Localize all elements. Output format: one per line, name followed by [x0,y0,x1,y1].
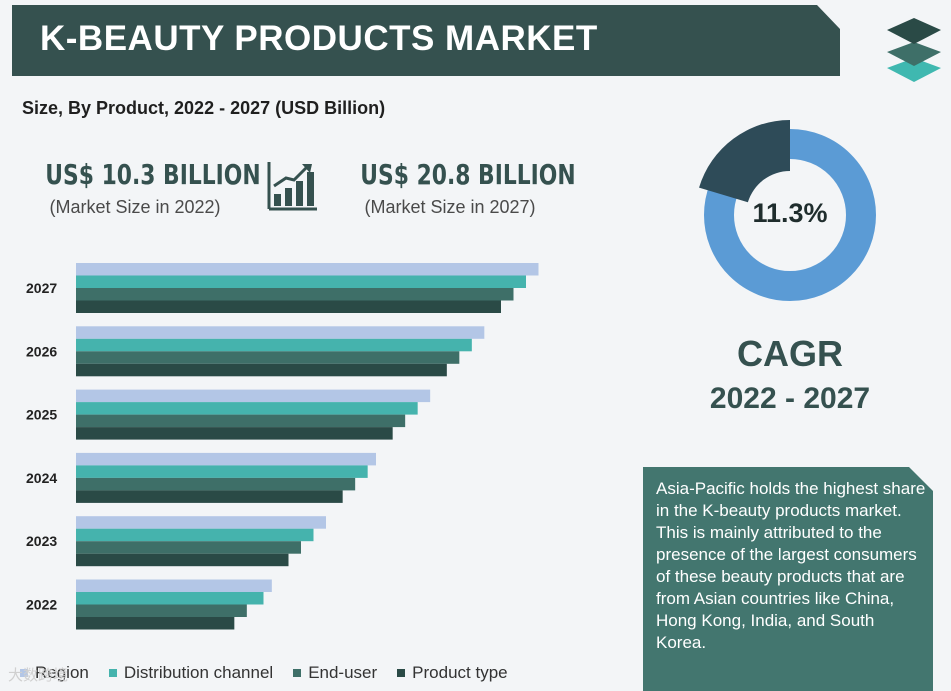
y-tick-label-2026: 2026 [26,343,57,359]
bar-2026-region [76,326,485,339]
insight-text: Asia-Pacific holds the highest share in … [656,479,926,652]
bar-2027-distribution-channel [76,275,526,288]
cagr-period: 2022 - 2027 [709,382,871,415]
bar-chart-growth-icon [267,162,317,211]
bar-2023-product-type [76,553,289,567]
bar-2022-region [76,579,272,592]
watermark: 大数跨境 [8,666,69,684]
legend-item-product-type: Product type [397,663,508,683]
market-size-2027: US$ 20.8 BILLION (Market Size in 2027) [335,158,576,218]
cagr-value: 11.3% [752,198,828,228]
title-banner: K-BEAUTY PRODUCTS MARKET [12,5,840,73]
y-tick-label-2022: 2022 [26,597,57,613]
bar-2027-end-user [76,288,514,301]
bar-2025-product-type [76,427,393,440]
legend-swatch-region [20,669,28,677]
legend-label-region: Region [35,663,89,682]
page-title: K-BEAUTY PRODUCTS MARKET [40,19,598,58]
legend-item-distribution-channel: Distribution channel [108,663,274,683]
banner-underline [12,73,840,76]
legend-label-product-type: Product type [412,663,508,682]
legend-swatch-product-type [397,669,406,677]
bar-2025-end-user [76,414,406,428]
bar-2022-distribution-channel [76,592,264,605]
y-tick-label-2023: 2023 [26,533,57,549]
market-size-2022-value: US$ 10.3 BILLION [45,158,261,191]
y-tick-label-2025: 2025 [26,407,57,423]
market-size-2022: US$ 10.3 BILLION (Market Size in 2022) [20,158,261,218]
legend-swatch-distribution-channel [108,669,117,677]
bar-2027-product-type [76,300,501,313]
bar-2027-region [76,263,539,276]
bar-2024-distribution-channel [76,465,368,478]
bar-chart: 2027 2026 2025 2024 2023 2022 [26,263,539,630]
market-size-2027-value: US$ 20.8 BILLION [360,158,576,191]
y-tick-label-2024: 2024 [26,470,57,486]
chart-legend: Region Distribution channel End-user Pro… [20,663,508,683]
legend-label-end-user: End-user [308,663,378,682]
cagr-donut-slice [699,120,790,203]
market-size-2022-label: (Market Size in 2022) [49,197,221,217]
cagr-label: CAGR [737,333,843,374]
bar-2024-region [76,452,376,466]
legend-label-distribution-channel: Distribution channel [123,663,274,682]
bar-2023-end-user [76,541,301,554]
chart-subtitle: Size, By Product, 2022 - 2027 (USD Billi… [22,98,386,118]
cagr-donut [699,120,876,301]
legend-item-end-user: End-user [293,663,377,683]
bar-2023-region [76,516,326,529]
insight-box [643,467,933,691]
bar-2022-product-type [76,617,235,630]
bar-2025-region [76,389,431,403]
bar-2026-distribution-channel [76,338,472,352]
legend-swatch-end-user [293,669,302,677]
bar-2022-end-user [76,604,247,617]
legend-item-region: Region [20,663,89,683]
bar-2024-end-user [76,477,356,491]
y-tick-label-2027: 2027 [26,280,57,296]
bar-2025-distribution-channel [76,402,418,415]
bar-2023-distribution-channel [76,528,314,542]
stacked-layers-icon [887,18,941,82]
bar-2024-product-type [76,490,343,503]
bar-2026-product-type [76,363,447,377]
market-size-2027-label: (Market Size in 2027) [364,197,536,217]
bar-2026-end-user [76,351,460,364]
